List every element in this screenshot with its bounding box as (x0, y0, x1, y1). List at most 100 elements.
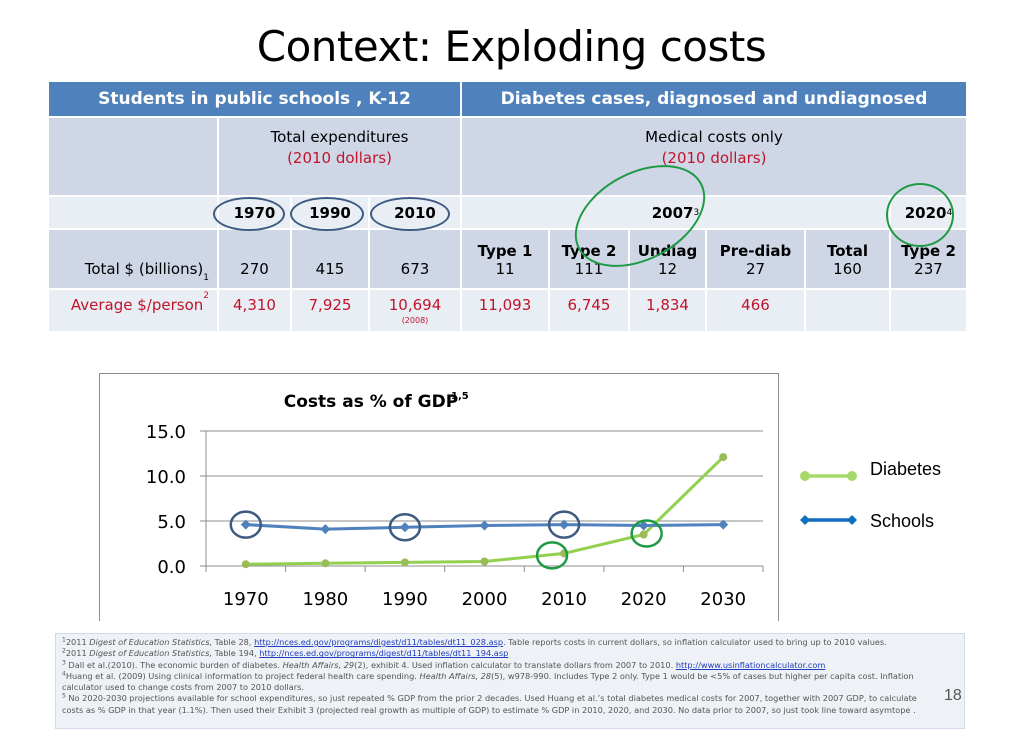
footnotes: 12011 Digest of Education Statistics, Ta… (55, 633, 965, 729)
x-tick-label: 1990 (382, 589, 428, 610)
footnote-line: costs as % GDP in that year (1.1%). Then… (62, 704, 916, 715)
footnote-line: 5 No 2020-2030 projections available for… (62, 693, 917, 704)
legend-label-diabetes: Diabetes (870, 459, 941, 479)
cat-type1: Type 1 (477, 242, 533, 260)
point-schools (718, 519, 729, 530)
chart-frame (99, 373, 779, 621)
point-schools (399, 522, 410, 533)
total-undiag-value: 12 (657, 260, 678, 278)
x-tick-label: 2020 (621, 589, 667, 610)
chart-title: Costs as % of GDP (284, 392, 458, 412)
footnote-line: 4Huang et al. (2009) Using clinical info… (62, 670, 914, 681)
point-diabetes (321, 559, 330, 568)
total-prediab-value: 27 (745, 260, 766, 278)
point-schools (479, 520, 490, 531)
total-type1: Type 1 11 (462, 230, 550, 290)
year-2007-label: 2007 (651, 203, 694, 222)
total-type1-value: 11 (495, 260, 515, 278)
subheader-schools: Total expenditures (2010 dollars) (219, 118, 462, 197)
avg-undiag: 1,834 (630, 290, 707, 333)
totals-row-label: Total $ (billions) 1 (49, 230, 219, 290)
year-2007: 2007 3 (462, 197, 891, 230)
footnote-line: 22011 Digest of Education Statistics, Ta… (62, 648, 509, 659)
average-label: Average $/person (70, 296, 204, 314)
footnote-line: calculator used to change costs from 200… (62, 682, 305, 693)
subheader-diabetes-line1: Medical costs only (645, 128, 783, 146)
point-diabetes (480, 557, 489, 566)
total-prediab: Pre-diab 27 (707, 230, 806, 290)
subheader-blank (49, 118, 219, 197)
footnote-link[interactable]: http://nces.ed.gov/programs/digest/d11/t… (259, 648, 509, 659)
x-tick-label: 2000 (462, 589, 508, 610)
y-tick-label: 10.0 (146, 467, 186, 488)
cat-total: Total (827, 242, 868, 260)
subheader-schools-line2: (2010 dollars) (287, 149, 392, 167)
avg-1970: 4,310 (219, 290, 292, 333)
total-2020-type2-value: 237 (914, 260, 943, 278)
x-tick-label: 1970 (223, 589, 269, 610)
avg-type1: 11,093 (462, 290, 550, 333)
annotation-circle (547, 510, 581, 539)
avg-1990: 7,925 (292, 290, 370, 333)
legend-marker (847, 515, 857, 525)
header-schools: Students in public schools , K-12 (49, 82, 462, 118)
total-undiag: Undiag 12 (630, 230, 707, 290)
subheader-diabetes: Medical costs only (2010 dollars) (462, 118, 966, 197)
annotation-circle (535, 541, 569, 570)
totals-label: Total $ (billions) (84, 260, 204, 278)
point-diabetes (639, 530, 648, 539)
footnote-link[interactable]: http://www.usinflationcalculator.com (675, 659, 826, 670)
chart-title-sup: 1,5 (451, 391, 469, 402)
point-diabetes (241, 560, 250, 569)
footnote-link[interactable]: http://nces.ed.gov/programs/digest/d11/t… (254, 637, 504, 647)
legend-label-schools: Schools (870, 511, 934, 531)
y-tick-label: 15.0 (146, 422, 186, 443)
avg-2010-note: (2008) (401, 316, 429, 325)
y-tick-label: 5.0 (157, 512, 186, 533)
x-tick-label: 1980 (302, 589, 348, 610)
page-number: 18 (944, 687, 962, 704)
cat-prediab: Pre-diab (719, 242, 792, 260)
point-schools (638, 520, 649, 531)
total-total: Total 160 (806, 230, 891, 290)
x-tick-label: 2010 (541, 589, 587, 610)
avg-type2: 6,745 (550, 290, 630, 333)
footnote-line: 3 Dall et al.(2010). The economic burden… (62, 659, 826, 670)
year-2010: 2010 (370, 197, 462, 230)
point-schools (559, 519, 570, 530)
avg-total (806, 290, 891, 333)
footnote-line: 12011 Digest of Education Statistics, Ta… (62, 637, 887, 647)
avg-2020-type2 (891, 290, 966, 333)
legend-marker (800, 515, 810, 525)
year-row-blank (49, 197, 219, 230)
annotation-circle (388, 513, 422, 542)
year-2020-label: 2020 (904, 203, 947, 222)
total-type2: Type 2 111 (550, 230, 630, 290)
annotation-circle (229, 510, 263, 539)
total-1970: 270 (219, 230, 292, 290)
cat-type2: Type 2 (561, 242, 617, 260)
avg-2010: 10,694 (2008) (370, 290, 462, 333)
annotation-circle (630, 519, 663, 548)
avg-prediab: 466 (707, 290, 806, 333)
total-1990: 415 (292, 230, 370, 290)
avg-2010-value: 10,694 (388, 296, 442, 314)
subheader-schools-line1: Total expenditures (270, 128, 409, 146)
point-schools (320, 524, 331, 535)
y-tick-label: 0.0 (157, 557, 186, 578)
average-row-label: Average $/person 2 (49, 290, 219, 333)
subheader-diabetes-line2: (2010 dollars) (661, 149, 767, 167)
point-diabetes (400, 558, 409, 567)
slide-title: Context: Exploding costs (256, 22, 767, 71)
series-line-diabetes (245, 456, 725, 566)
header-diabetes: Diabetes cases, diagnosed and undiagnose… (462, 82, 966, 118)
legend-marker (847, 471, 857, 481)
x-tick-label: 2030 (700, 589, 746, 610)
cat-undiag: Undiag (637, 242, 698, 260)
point-diabetes (719, 453, 728, 462)
total-2010: 673 (370, 230, 462, 290)
legend-marker (800, 471, 810, 481)
point-schools (240, 519, 251, 530)
total-type2-value: 111 (574, 260, 604, 278)
